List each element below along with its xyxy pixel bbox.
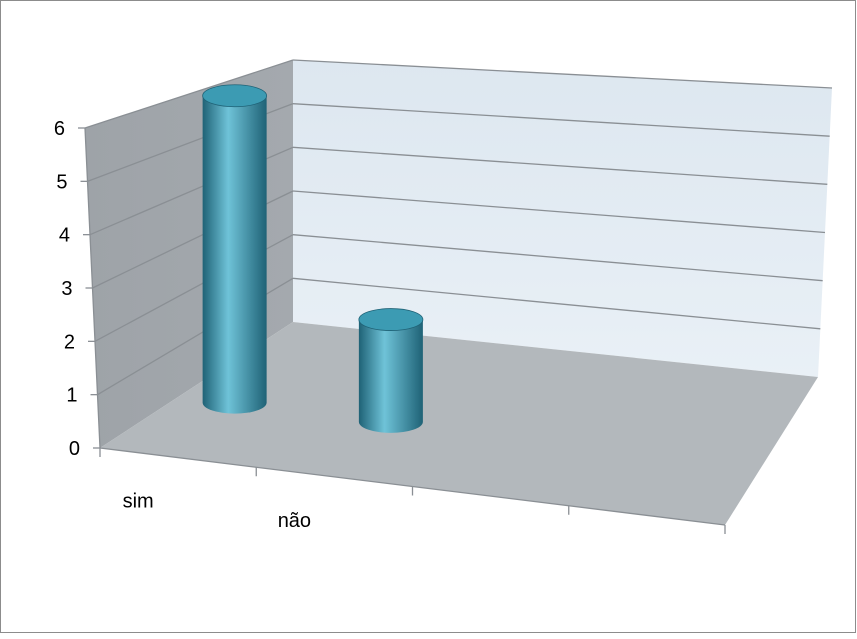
back-wall bbox=[293, 60, 832, 377]
back-gridline bbox=[292, 103, 830, 137]
x-tick-label: sim bbox=[123, 491, 154, 513]
side-gridline bbox=[84, 59, 294, 129]
axes bbox=[78, 127, 726, 534]
y-tick-label: 6 bbox=[54, 118, 65, 140]
bar-body bbox=[202, 95, 267, 414]
bar-body bbox=[358, 319, 423, 433]
bar-top bbox=[358, 308, 424, 331]
bar-top bbox=[202, 84, 268, 108]
y-tick-label: 4 bbox=[59, 225, 70, 247]
back-gridline bbox=[292, 277, 821, 330]
floor-plane bbox=[100, 322, 818, 525]
y-tick-label: 1 bbox=[66, 385, 77, 407]
plot-floor bbox=[100, 322, 818, 525]
y-tick-label: 3 bbox=[61, 278, 72, 300]
x-tick-label: não bbox=[278, 510, 311, 532]
y-axis-tick-labels: 0 1 2 3 4 5 6 bbox=[54, 118, 80, 460]
y-tick-label: 2 bbox=[64, 331, 75, 353]
y-tick-label: 5 bbox=[56, 171, 67, 193]
back-gridline bbox=[292, 59, 833, 89]
y-tick-label: 0 bbox=[69, 438, 80, 460]
back-gridline bbox=[292, 146, 828, 185]
back-gridline bbox=[292, 190, 826, 234]
bar bbox=[202, 84, 268, 414]
bar bbox=[358, 308, 424, 433]
back-gridline bbox=[292, 234, 823, 282]
x-axis-tick-labels: sim não bbox=[123, 491, 311, 532]
bars bbox=[202, 84, 424, 433]
